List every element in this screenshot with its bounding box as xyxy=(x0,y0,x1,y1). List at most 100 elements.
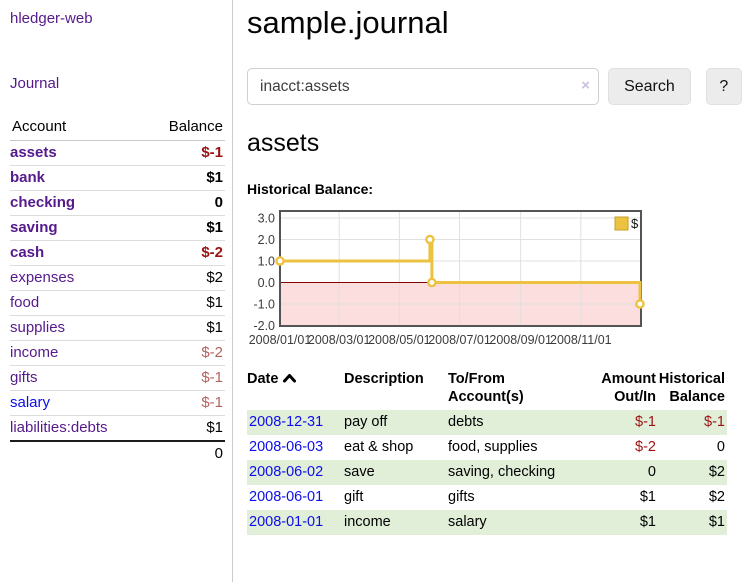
svg-text:2008/07/01: 2008/07/01 xyxy=(428,333,491,347)
account-balance: $-2 xyxy=(144,240,225,266)
account-row: salary $-1 xyxy=(10,390,225,416)
sidebar-nav: Journal xyxy=(10,75,224,93)
svg-text:1.0: 1.0 xyxy=(258,255,275,269)
account-link[interactable]: checking xyxy=(10,194,76,211)
account-link[interactable]: supplies xyxy=(10,319,66,336)
transaction-description: pay off xyxy=(344,410,448,435)
accounts-table: Account Balance assets $-1 bank $1 checking 0… xyxy=(10,115,225,466)
transaction-amount: $1 xyxy=(639,489,656,505)
svg-text:2.0: 2.0 xyxy=(258,233,275,247)
transaction-date-link[interactable]: 2008-01-01 xyxy=(249,514,324,530)
account-balance: $-1 xyxy=(144,140,225,166)
account-balance: $2 xyxy=(144,265,225,291)
sidebar-item-journal[interactable]: Journal xyxy=(10,75,60,92)
svg-text:$: $ xyxy=(631,216,639,231)
account-row: bank $1 xyxy=(10,165,225,191)
account-balance: $-1 xyxy=(144,365,225,391)
account-link[interactable]: liabilities:debts xyxy=(10,419,108,436)
date-header-label: Date xyxy=(247,371,279,387)
transaction-row: 2008-06-02 save saving, checking 0 $2 xyxy=(247,460,727,485)
transaction-balance: 0 xyxy=(716,439,725,455)
transaction-amount: $1 xyxy=(584,510,658,535)
transaction-accounts: salary xyxy=(448,510,584,535)
account-link[interactable]: bank xyxy=(10,169,46,186)
transaction-date-link[interactable]: 2008-06-02 xyxy=(249,464,324,480)
svg-text:2008/03/01: 2008/03/01 xyxy=(308,333,371,347)
search-form: × Search ? xyxy=(247,68,742,105)
app-title: hledger-web xyxy=(10,10,224,28)
transaction-row: 2008-06-03 eat & shop food, supplies $-2 0 xyxy=(247,435,727,460)
account-link[interactable]: salary xyxy=(10,394,51,411)
account-link[interactable]: food xyxy=(10,294,40,311)
historical-balance-chart: $3.0 2.0 1.0 0.0 -1.0 -2.0 2008/01/01 2008/03/0… xyxy=(247,204,742,352)
transaction-date-link[interactable]: 2008-06-03 xyxy=(249,439,324,455)
account-row: gifts $-1 xyxy=(10,365,225,391)
transaction-date: 2008-06-02 xyxy=(247,460,344,485)
transaction-accounts: food, supplies xyxy=(448,439,538,455)
transaction-balance: $2 xyxy=(658,460,727,485)
transaction-date: 2008-01-01 xyxy=(247,510,344,535)
svg-text:-2.0: -2.0 xyxy=(253,319,275,333)
transaction-accounts: saving, checking xyxy=(448,460,584,485)
accounts-header: To/From Account(s) xyxy=(448,371,524,405)
sort-by-date-button[interactable]: Date xyxy=(247,370,297,388)
clear-search-icon[interactable]: × xyxy=(581,77,591,94)
transactions-tbody: 2008-12-31 pay off debts $-1 $-1 2008-06-03 ea… xyxy=(247,410,727,535)
account-link[interactable]: expenses xyxy=(10,269,75,286)
transaction-accounts: debts xyxy=(448,410,584,435)
account-balance: $1 xyxy=(144,290,225,316)
transaction-row: 2008-12-31 pay off debts $-1 $-1 xyxy=(247,410,727,435)
account-row: checking 0 xyxy=(10,190,225,216)
account-row: cash $-2 xyxy=(10,240,225,266)
transaction-balance: $-1 xyxy=(658,410,727,435)
transaction-date: 2008-06-03 xyxy=(247,435,344,460)
help-button[interactable]: ? xyxy=(705,68,742,105)
account-heading: assets xyxy=(247,129,320,157)
account-balance: 0 xyxy=(144,190,225,216)
search-button[interactable]: Search xyxy=(608,68,691,105)
svg-text:2008/11/01: 2008/11/01 xyxy=(550,333,612,347)
transactions-header-row: Date Description To/From Account(s) Amou… xyxy=(247,368,727,410)
svg-text:3.0: 3.0 xyxy=(258,212,275,226)
transaction-date-link[interactable]: 2008-06-01 xyxy=(249,489,324,505)
accounts-header-account: Account xyxy=(10,115,145,141)
balance-header: Historical Balance xyxy=(658,371,725,405)
app-title-link[interactable]: hledger-web xyxy=(10,10,93,27)
account-row: income $-2 xyxy=(10,340,225,366)
account-link[interactable]: cash xyxy=(10,244,45,261)
svg-text:2008/01/01: 2008/01/01 xyxy=(249,333,312,347)
sort-ascending-icon xyxy=(283,370,297,388)
transaction-amount: $-2 xyxy=(635,439,656,455)
svg-text:0.0: 0.0 xyxy=(258,276,275,290)
transaction-date: 2008-06-01 xyxy=(247,485,344,510)
account-link[interactable]: income xyxy=(10,344,59,361)
account-row: expenses $2 xyxy=(10,265,225,291)
search-input[interactable] xyxy=(247,68,600,105)
transaction-description: eat & shop xyxy=(344,439,414,455)
transaction-amount: $-1 xyxy=(584,410,658,435)
account-balance: $1 xyxy=(144,165,225,191)
account-link[interactable]: assets xyxy=(10,144,57,161)
transaction-balance: $1 xyxy=(658,510,727,535)
account-row: liabilities:debts $1 xyxy=(10,415,225,442)
account-link[interactable]: saving xyxy=(10,219,58,236)
account-balance: $-2 xyxy=(144,340,225,366)
svg-text:2008/05/01: 2008/05/01 xyxy=(368,333,431,347)
amount-header: Amount Out/In xyxy=(601,371,656,405)
accounts-tbody: assets $-1 bank $1 checking 0 saving $1 cash $-2 e… xyxy=(10,140,225,466)
transactions-table: Date Description To/From Account(s) Amou… xyxy=(247,368,727,535)
transaction-date-link[interactable]: 2008-12-31 xyxy=(249,414,324,430)
account-balance: $1 xyxy=(144,415,225,442)
account-link[interactable]: gifts xyxy=(10,369,38,386)
accounts-total-value: 0 xyxy=(144,440,225,466)
account-row: saving $1 xyxy=(10,215,225,241)
transaction-accounts: gifts xyxy=(448,489,475,505)
page-title: sample.journal xyxy=(247,5,449,40)
main-content: sample.journal × Search ? assets Histori… xyxy=(247,0,742,535)
transaction-description: income xyxy=(344,510,448,535)
transaction-description: gift xyxy=(344,489,364,505)
svg-text:2008/09/01: 2008/09/01 xyxy=(489,333,552,347)
transaction-balance: $2 xyxy=(708,489,725,505)
sidebar: hledger-web Journal Account Balance asse… xyxy=(0,0,233,582)
transaction-amount: 0 xyxy=(584,460,658,485)
